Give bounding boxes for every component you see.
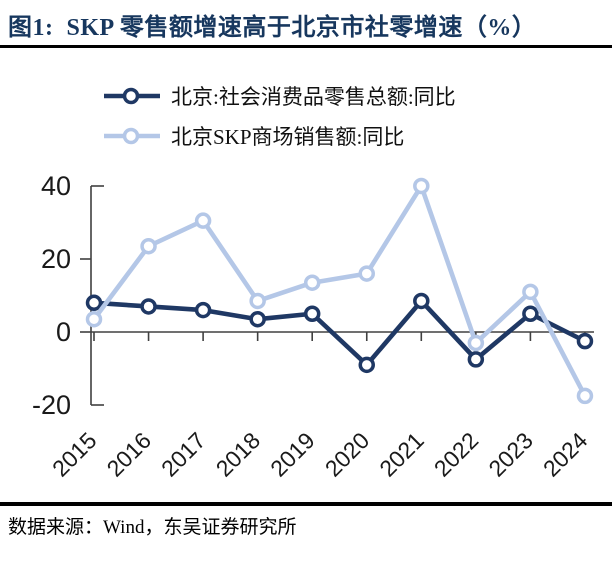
legend-label: 北京SKP商场销售额:同比: [171, 125, 405, 149]
x-axis-label: 2023: [483, 427, 538, 482]
data-point-s1-2019: [303, 274, 321, 291]
series-line-1: [91, 183, 588, 399]
figure-title: 图1: SKP 零售额增速高于北京市社零增速（%）: [8, 15, 537, 41]
source-note: 数据来源：Wind，东吴证券研究所: [8, 517, 297, 538]
legend-label: 北京:社会消费品零售总额:同比: [171, 85, 456, 109]
x-axis-label: 2024: [538, 427, 593, 482]
data-point-s0-2023: [522, 305, 539, 322]
x-axis-label: 2021: [374, 427, 429, 482]
y-axis-label: -20: [32, 390, 71, 420]
legend-item-skp-sales: 北京SKP商场销售额:同比: [103, 116, 456, 156]
data-point-s0-2022: [467, 351, 485, 368]
data-point-s0-2018: [249, 310, 266, 328]
x-axis-label: 2018: [211, 427, 266, 482]
data-point-s0-2016: [140, 298, 157, 315]
data-point-s1-2015: [85, 310, 103, 328]
top-divider: [0, 45, 612, 48]
y-axis-label: 40: [41, 171, 71, 201]
data-point-s1-2021: [413, 177, 430, 195]
bottom-divider: [0, 502, 612, 506]
data-point-s1-2024: [576, 387, 594, 405]
data-point-s0-2017: [194, 301, 212, 319]
line-marker-icon: [104, 127, 160, 145]
legend-item-beijing-retail: 北京:社会消费品零售总额:同比: [103, 76, 456, 116]
chart-legend: 北京:社会消费品零售总额:同比 北京SKP商场销售额:同比: [103, 76, 456, 156]
data-point-s1-2023: [522, 283, 539, 301]
x-axis-label: 2015: [47, 427, 102, 482]
data-point-s1-2016: [140, 237, 157, 255]
series-line-0: [91, 298, 588, 368]
x-axis-label: 2017: [156, 427, 211, 482]
data-point-s1-2022: [467, 334, 485, 352]
data-point-s1-2017: [194, 212, 212, 229]
legend-marker-circle: [122, 127, 140, 145]
data-point-s1-2018: [249, 292, 266, 310]
data-point-s0-2020: [358, 356, 375, 374]
x-axis-label: 2016: [102, 427, 157, 482]
data-point-s0-2015: [85, 294, 103, 312]
x-axis-label: 2019: [265, 427, 320, 482]
legend-marker-circle: [122, 87, 140, 105]
data-point-s1-2020: [358, 265, 375, 282]
y-axis-label: 0: [56, 317, 71, 347]
data-point-s0-2021: [413, 292, 430, 310]
line-marker-icon: [104, 87, 160, 105]
x-axis-label: 2022: [429, 427, 484, 482]
y-axis-label: 20: [41, 244, 71, 274]
x-axis-label: 2020: [320, 427, 375, 482]
data-point-s0-2024: [576, 332, 594, 350]
data-point-s0-2019: [303, 305, 321, 322]
